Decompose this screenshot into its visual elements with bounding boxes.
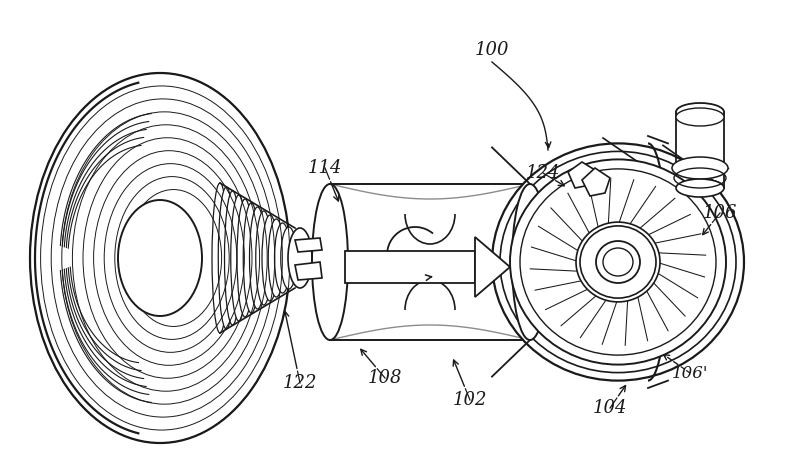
Polygon shape <box>582 168 610 196</box>
Ellipse shape <box>492 144 744 381</box>
Ellipse shape <box>500 151 736 372</box>
Polygon shape <box>295 262 322 280</box>
Ellipse shape <box>274 223 290 293</box>
Text: 124: 124 <box>526 164 560 182</box>
Ellipse shape <box>676 179 724 197</box>
Ellipse shape <box>329 250 341 266</box>
Ellipse shape <box>256 211 272 305</box>
Ellipse shape <box>268 219 284 297</box>
Text: 114: 114 <box>308 159 342 177</box>
Ellipse shape <box>676 103 724 121</box>
Text: 104: 104 <box>593 399 627 417</box>
Ellipse shape <box>243 203 259 313</box>
Ellipse shape <box>30 73 290 443</box>
Text: 108: 108 <box>368 369 402 387</box>
Text: 122: 122 <box>282 374 318 392</box>
Ellipse shape <box>672 157 728 179</box>
Text: 100: 100 <box>474 41 510 59</box>
Ellipse shape <box>118 200 202 316</box>
Ellipse shape <box>510 159 726 364</box>
Text: 106: 106 <box>702 204 738 222</box>
Ellipse shape <box>281 227 297 289</box>
Ellipse shape <box>262 215 278 301</box>
Ellipse shape <box>237 199 253 317</box>
Ellipse shape <box>676 108 724 126</box>
Ellipse shape <box>596 241 640 283</box>
Text: 102: 102 <box>453 391 487 409</box>
Ellipse shape <box>225 191 241 325</box>
Polygon shape <box>568 162 595 188</box>
Text: 106': 106' <box>672 364 708 381</box>
Ellipse shape <box>250 207 266 309</box>
Ellipse shape <box>288 228 312 288</box>
Ellipse shape <box>512 184 548 340</box>
Polygon shape <box>475 237 510 297</box>
Polygon shape <box>345 251 475 283</box>
Ellipse shape <box>230 195 246 321</box>
Ellipse shape <box>218 187 234 329</box>
Ellipse shape <box>603 248 633 276</box>
Ellipse shape <box>580 226 656 298</box>
Ellipse shape <box>312 184 348 340</box>
Polygon shape <box>295 238 322 252</box>
Ellipse shape <box>212 183 228 333</box>
Ellipse shape <box>576 222 660 302</box>
